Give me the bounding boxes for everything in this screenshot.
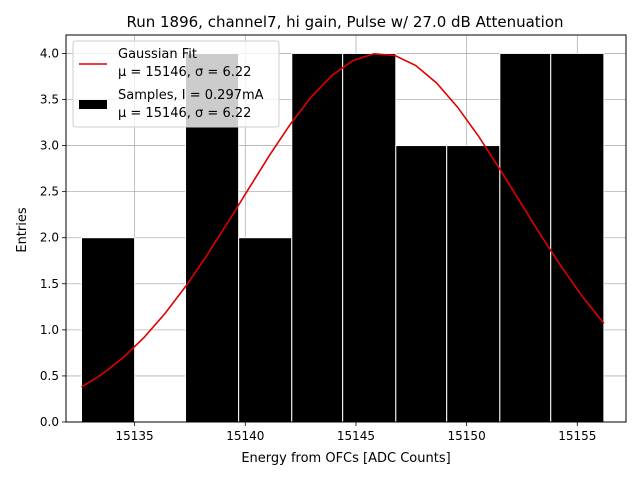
x-tick-label: 15145 xyxy=(337,429,375,443)
y-tick-label: 2.0 xyxy=(40,231,59,245)
legend-box xyxy=(72,40,280,128)
x-axis-ticks: 15135 15140 15145 15150 15155 xyxy=(116,422,596,443)
legend: Gaussian Fit μ = 15146, σ = 6.22 Samples… xyxy=(72,40,280,128)
y-tick-label: 4.0 xyxy=(40,46,59,60)
legend-fit-stats: μ = 15146, σ = 6.22 xyxy=(118,65,251,80)
histogram-bar xyxy=(342,52,397,423)
x-tick-label: 15135 xyxy=(116,429,154,443)
chart-title: Run 1896, channel7, hi gain, Pulse w/ 27… xyxy=(126,13,563,31)
x-tick-label: 15155 xyxy=(558,429,596,443)
y-axis-ticks: 0.0 0.5 1.0 1.5 2.0 2.5 3.0 3.5 4.0 xyxy=(40,46,66,429)
histogram-bar xyxy=(291,52,344,423)
plot-frame xyxy=(65,34,627,423)
histogram-bar xyxy=(446,145,501,423)
histogram-bar xyxy=(238,237,293,423)
y-axis-label: Entries xyxy=(15,207,30,253)
y-tick-label: 2.5 xyxy=(40,185,59,199)
x-axis-label: Energy from OFCs [ADC Counts] xyxy=(241,451,450,466)
legend-samples-swatch xyxy=(79,100,107,109)
y-tick-label: 1.0 xyxy=(40,323,59,337)
legend-samples-stats: μ = 15146, σ = 6.22 xyxy=(118,106,251,121)
y-tick-label: 0.0 xyxy=(40,415,59,429)
y-tick-label: 0.5 xyxy=(40,369,59,383)
gaussian-fit-line xyxy=(81,52,605,388)
histogram-bar xyxy=(80,237,136,423)
histogram-bar xyxy=(395,145,448,423)
y-tick-label: 1.5 xyxy=(40,277,59,291)
y-tick-label: 3.5 xyxy=(40,93,59,107)
histogram-bar xyxy=(550,52,605,423)
gaussian-fit xyxy=(81,52,605,388)
x-tick-label: 15140 xyxy=(226,429,264,443)
y-tick-label: 3.0 xyxy=(40,139,59,153)
legend-samples-name: Samples, I = 0.297mA xyxy=(118,88,264,103)
legend-fit-name: Gaussian Fit xyxy=(118,47,197,62)
x-tick-label: 15150 xyxy=(448,429,486,443)
